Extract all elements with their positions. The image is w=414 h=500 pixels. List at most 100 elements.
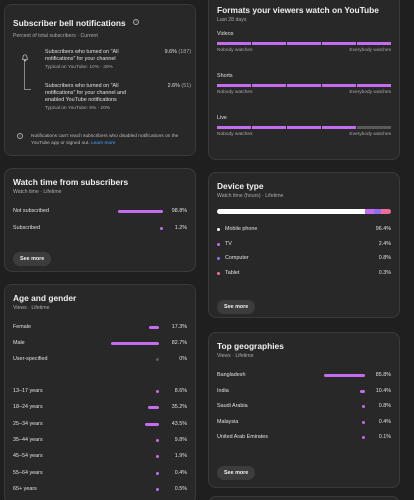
row-value: 9.8%: [174, 436, 187, 443]
legend-left: Nobody watches: [217, 90, 253, 95]
help-icon[interactable]: ?: [133, 18, 140, 25]
bell-row-typical: Typical on YouTube: 5% - 20%: [45, 106, 111, 111]
info-icon: i: [17, 133, 23, 139]
format-meter: [217, 84, 391, 87]
row-value: 1.9%: [174, 453, 187, 460]
watch-card: Watch time from subscribers Watch time ·…: [4, 168, 196, 272]
bar-row: 13–17 years 8.6%: [5, 387, 195, 397]
row-bar: [147, 406, 159, 410]
device-dot: [217, 242, 220, 246]
row-label: 65+ years: [13, 485, 37, 492]
row-label: Bangladesh: [217, 372, 246, 378]
bell-row-label: Subscribers who turned on "All notificat…: [45, 49, 119, 62]
device-dot: [217, 271, 220, 275]
bell-row-typical: Typical on YouTube: 10% - 30%: [45, 65, 113, 70]
geo-card: Top geographies Views · Lifetime Banglad…: [208, 332, 400, 488]
row-bar: [362, 405, 365, 408]
see-more-button[interactable]: See more: [217, 300, 256, 314]
row-value: 43.5%: [171, 420, 187, 427]
row-label: Subscribed: [13, 225, 40, 231]
row-bar: [323, 374, 365, 377]
row-value: 85.8%: [375, 372, 391, 378]
bar-row: Not subscribed 98.8%: [5, 207, 195, 217]
bar-row: 45–54 years 1.9%: [5, 452, 195, 462]
bar-row: Saudi Arabia 0.8%: [209, 402, 399, 412]
legend-right: Everybody watches: [349, 132, 391, 137]
bar-row: 25–34 years 43.5%: [5, 420, 195, 430]
device-value: 0.3%: [378, 269, 391, 276]
bar-row: 18–24 years 35.2%: [5, 403, 195, 413]
connector-elbow: [24, 89, 31, 90]
row-bar: [156, 390, 159, 393]
device-value: 0.8%: [378, 255, 391, 261]
age-title: Age and gender: [13, 293, 77, 303]
format-meter-segment: [217, 42, 251, 45]
format-item: Shorts Nobody watches Everybody watches: [217, 73, 391, 115]
device-item: Tablet 0.3%: [217, 269, 391, 279]
row-label: Male: [13, 340, 25, 346]
bell-card: Subscriber bell notifications ? Percent …: [4, 4, 196, 156]
row-bar: [360, 389, 365, 393]
format-item: Videos Nobody watches Everybody watches: [217, 31, 391, 73]
device-bar-computer: [373, 209, 381, 214]
legend-left: Nobody watches: [217, 48, 253, 53]
bar-row: 35–44 years 9.8%: [5, 436, 195, 446]
row-bar: [362, 420, 365, 424]
row-label: 55–64 years: [13, 469, 43, 476]
format-meter-segment: [287, 84, 321, 87]
device-dot: [217, 228, 220, 231]
format-legend: Nobody watches Everybody watches: [217, 48, 391, 53]
format-meter-segment: [322, 42, 356, 45]
device-item: TV 2.4%: [217, 240, 391, 250]
device-bar-mobile: [217, 209, 365, 214]
row-bar: [117, 210, 163, 213]
row-bar: [160, 227, 163, 230]
bar-row: Malaysia 0.4%: [209, 418, 399, 428]
bell-row-count: (51): [181, 83, 191, 89]
device-label: Computer: [225, 255, 249, 261]
watch-subtitle: Watch time · Lifetime: [13, 189, 62, 195]
bell-row-count: (187): [178, 49, 191, 55]
row-label: Female: [13, 324, 31, 330]
format-meter-segment: [357, 126, 391, 129]
bar-row: Bangladesh 85.8%: [209, 371, 399, 381]
bell-row-pct: 9.6%: [164, 49, 177, 55]
see-more-button[interactable]: See more: [217, 466, 256, 480]
row-label: Not subscribed: [13, 208, 49, 214]
legend-left: Nobody watches: [217, 132, 253, 137]
row-value: 10.4%: [375, 387, 391, 394]
bell-row-pct: 2.6%: [167, 83, 180, 89]
format-meter-segment: [357, 42, 391, 45]
row-value: 0.5%: [174, 485, 187, 492]
device-card: Device type Watch time (hours) · Lifetim…: [208, 172, 400, 318]
row-value: 0.4%: [378, 418, 391, 425]
format-label: Shorts: [217, 73, 233, 79]
device-item: Computer 0.8%: [217, 254, 391, 264]
row-value: 8.6%: [174, 388, 187, 394]
see-more-button[interactable]: See more: [13, 252, 52, 266]
bell-row-1: Subscribers who turned on "All notificat…: [45, 49, 191, 70]
bar-row: India 10.4%: [209, 387, 399, 397]
row-bar: [155, 438, 159, 442]
format-meter: [217, 42, 391, 45]
formats-subtitle: Last 28 days: [217, 17, 247, 23]
format-label: Videos: [217, 31, 234, 37]
device-label: Tablet: [225, 269, 240, 276]
format-meter-segment: [322, 126, 356, 129]
legend-right: Everybody watches: [349, 90, 391, 95]
age-card: Age and gender Views · Lifetime Female 17…: [4, 284, 196, 500]
learn-more-link[interactable]: Learn more: [90, 141, 116, 146]
age-subtitle: Views · Lifetime: [13, 305, 50, 311]
format-meter-segment: [252, 126, 286, 129]
bell-note: Notifications can't reach subscribers wh…: [31, 133, 191, 147]
format-meter-segment: [252, 84, 286, 87]
row-label: 13–17 years: [13, 388, 43, 394]
row-label: User-specified: [13, 356, 48, 362]
format-meter-segment: [287, 42, 321, 45]
bar-row: 55–64 years 0.4%: [5, 469, 195, 479]
geo-subtitle: Views · Lifetime: [217, 353, 254, 359]
row-bar: [156, 455, 159, 459]
bell-subtitle: Percent of total subscribers · Current: [13, 33, 98, 39]
row-value: 17.3%: [171, 324, 187, 330]
format-meter: [217, 126, 391, 129]
